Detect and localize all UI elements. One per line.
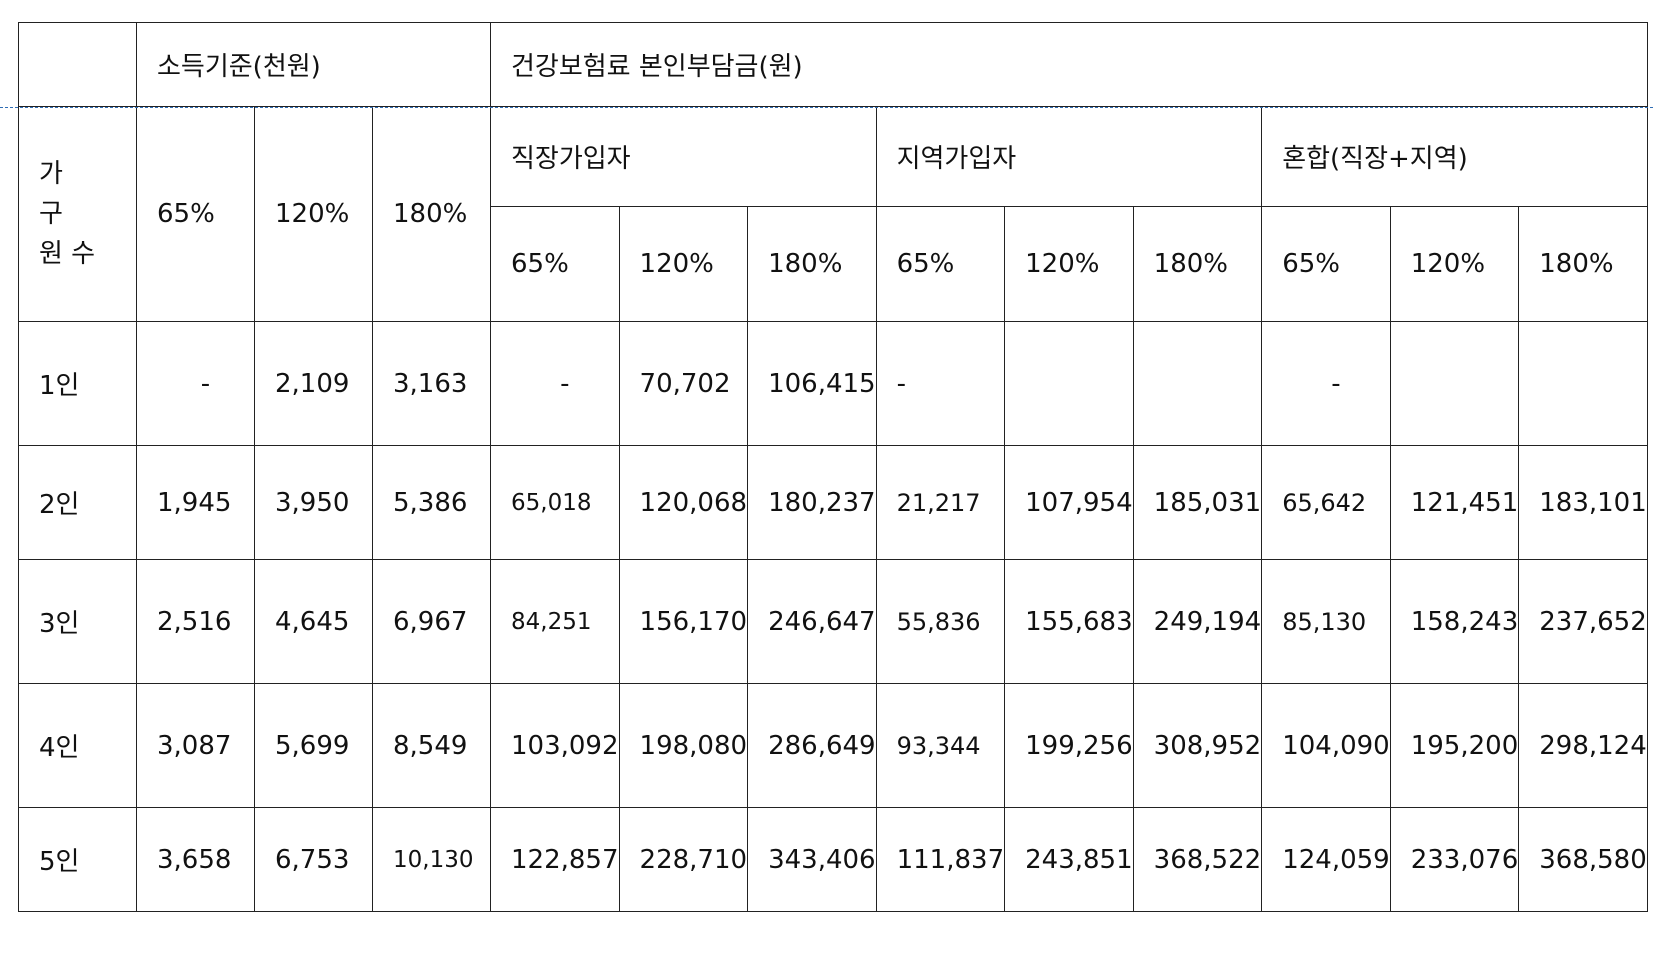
regional-level-180: 180% xyxy=(1132,206,1263,322)
income-level-header-180: 180% xyxy=(372,106,491,322)
mixed-premium-cell: 104,090 xyxy=(1261,683,1391,808)
household-size-header: 가 구 원 수 xyxy=(18,106,137,322)
regional-premium-cell: 249,194 xyxy=(1132,559,1263,684)
employee-level-120: 120% xyxy=(618,206,749,322)
header-row-1: 소득기준(천원) 건강보험료 본인부담금(원) xyxy=(18,22,1648,107)
mixed-premium-cell: 85,130 xyxy=(1261,559,1391,684)
mixed-level-120: 120% xyxy=(1389,206,1520,322)
income-cell: 1,945 xyxy=(136,445,255,560)
regional-premium-cell xyxy=(1004,321,1134,446)
household-size-line: 가 xyxy=(39,159,63,189)
regional-level-65: 65% xyxy=(875,206,1006,322)
household-size-label: 2인 xyxy=(18,445,137,560)
header-row-2: 가 구 원 수 65% 120% 180% 직장가입자 지역가입자 혼합(직장+… xyxy=(18,106,1648,322)
income-cell: 3,087 xyxy=(136,683,255,808)
income-cell: 2,516 xyxy=(136,559,255,684)
employee-premium-cell: 246,647 xyxy=(747,559,877,684)
income-cell: 2,109 xyxy=(254,321,373,446)
income-group-header: 소득기준(천원) xyxy=(136,22,491,107)
mixed-premium-cell: 195,200 xyxy=(1389,683,1520,808)
income-cell: 5,386 xyxy=(372,445,491,560)
mixed-premium-cell: 121,451 xyxy=(1389,445,1520,560)
employee-premium-cell: - xyxy=(490,321,620,446)
regional-premium-cell: 107,954 xyxy=(1004,445,1134,560)
regional-premium-cell: 55,836 xyxy=(875,559,1006,684)
table-row: 1인 - 2,109 3,163 - 70,702 106,415 - - xyxy=(18,321,1648,446)
regional-premium-cell: 308,952 xyxy=(1132,683,1263,808)
regional-premium-cell: 185,031 xyxy=(1132,445,1263,560)
income-cell: - xyxy=(136,321,255,446)
employee-premium-cell: 286,649 xyxy=(747,683,877,808)
income-cell: 6,753 xyxy=(254,807,373,912)
mixed-premium-cell xyxy=(1389,321,1520,446)
employee-premium-cell: 343,406 xyxy=(747,807,877,912)
mixed-premium-cell: 183,101 xyxy=(1518,445,1648,560)
regional-premium-cell: 199,256 xyxy=(1004,683,1134,808)
mixed-premium-cell xyxy=(1518,321,1648,446)
mixed-premium-cell: 368,580 xyxy=(1518,807,1648,912)
household-size-label: 3인 xyxy=(18,559,137,684)
income-level-header-65: 65% xyxy=(136,106,255,322)
insurance-group-header: 건강보험료 본인부담금(원) xyxy=(490,22,1648,107)
table-row: 5인 3,658 6,753 10,130 122,857 228,710 34… xyxy=(18,807,1648,912)
employee-subscriber-header: 직장가입자 xyxy=(490,106,877,207)
employee-premium-cell: 70,702 xyxy=(618,321,749,446)
employee-premium-cell: 84,251 xyxy=(490,559,620,684)
mixed-subscriber-header: 혼합(직장+지역) xyxy=(1261,106,1648,207)
table-row: 4인 3,087 5,699 8,549 103,092 198,080 286… xyxy=(18,683,1648,808)
employee-premium-cell: 180,237 xyxy=(747,445,877,560)
income-cell: 10,130 xyxy=(372,807,491,912)
regional-premium-cell: - xyxy=(875,321,1006,446)
regional-premium-cell: 155,683 xyxy=(1004,559,1134,684)
mixed-premium-cell: 233,076 xyxy=(1389,807,1520,912)
table-row: 3인 2,516 4,645 6,967 84,251 156,170 246,… xyxy=(18,559,1648,684)
dashed-guide-line xyxy=(0,107,1653,108)
household-size-label: 1인 xyxy=(18,321,137,446)
mixed-premium-cell: 158,243 xyxy=(1389,559,1520,684)
regional-premium-cell xyxy=(1132,321,1263,446)
corner-cell xyxy=(18,22,137,107)
mixed-level-180: 180% xyxy=(1518,206,1648,322)
income-cell: 3,658 xyxy=(136,807,255,912)
employee-premium-cell: 156,170 xyxy=(618,559,749,684)
income-insurance-table: 소득기준(천원) 건강보험료 본인부담금(원) 가 구 원 수 65% 120%… xyxy=(18,22,1648,912)
income-cell: 3,950 xyxy=(254,445,373,560)
income-cell: 5,699 xyxy=(254,683,373,808)
household-size-line: 구 xyxy=(39,199,63,229)
mixed-level-65: 65% xyxy=(1261,206,1391,322)
employee-premium-cell: 228,710 xyxy=(618,807,749,912)
employee-premium-cell: 103,092 xyxy=(490,683,620,808)
employee-premium-cell: 198,080 xyxy=(618,683,749,808)
regional-premium-cell: 368,522 xyxy=(1132,807,1263,912)
regional-premium-cell: 21,217 xyxy=(875,445,1006,560)
household-size-label: 5인 xyxy=(18,807,137,912)
household-size-label: 4인 xyxy=(18,683,137,808)
income-cell: 8,549 xyxy=(372,683,491,808)
employee-premium-cell: 65,018 xyxy=(490,445,620,560)
employee-premium-cell: 122,857 xyxy=(490,807,620,912)
mixed-premium-cell: - xyxy=(1261,321,1391,446)
employee-premium-cell: 106,415 xyxy=(747,321,877,446)
regional-premium-cell: 93,344 xyxy=(875,683,1006,808)
income-cell: 6,967 xyxy=(372,559,491,684)
regional-level-120: 120% xyxy=(1004,206,1134,322)
income-cell: 4,645 xyxy=(254,559,373,684)
table-row: 2인 1,945 3,950 5,386 65,018 120,068 180,… xyxy=(18,445,1648,560)
regional-subscriber-header: 지역가입자 xyxy=(875,106,1263,207)
mixed-premium-cell: 65,642 xyxy=(1261,445,1391,560)
employee-level-65: 65% xyxy=(490,206,620,322)
employee-level-180: 180% xyxy=(747,206,877,322)
regional-premium-cell: 111,837 xyxy=(875,807,1006,912)
income-cell: 3,163 xyxy=(372,321,491,446)
household-size-line: 원 수 xyxy=(39,239,96,269)
regional-premium-cell: 243,851 xyxy=(1004,807,1134,912)
employee-premium-cell: 120,068 xyxy=(618,445,749,560)
mixed-premium-cell: 298,124 xyxy=(1518,683,1648,808)
mixed-premium-cell: 237,652 xyxy=(1518,559,1648,684)
income-level-header-120: 120% xyxy=(254,106,373,322)
mixed-premium-cell: 124,059 xyxy=(1261,807,1391,912)
